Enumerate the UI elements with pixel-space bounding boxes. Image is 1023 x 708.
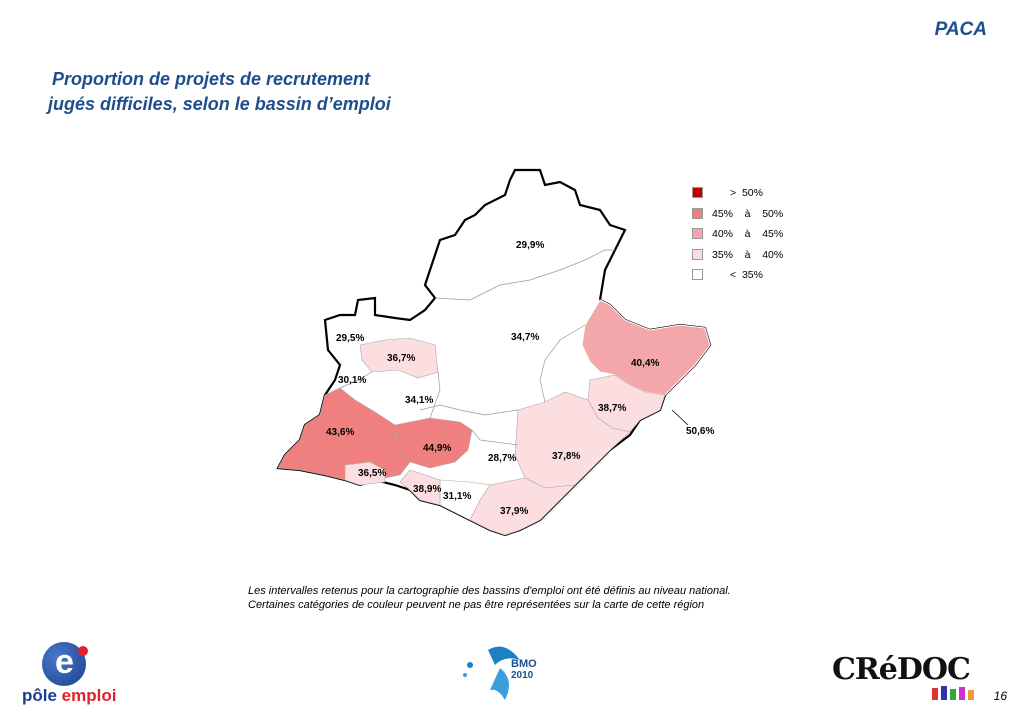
title-line-1: Proportion de projets de recrutement: [52, 69, 371, 89]
bassin-region-31-1: [439, 479, 491, 521]
pole-emploi-word-b: emploi: [61, 686, 117, 705]
label-34-1: 34,1%: [405, 395, 433, 406]
bassin-region-40-4: [581, 299, 711, 396]
bmo-logo: BMO 2010: [476, 640, 566, 704]
legend-label: 35% à 40%: [712, 248, 784, 261]
legend-label: 45% à 50%: [712, 207, 784, 220]
credoc-wordmark: CRéDOC: [832, 652, 971, 687]
bassin-boundaries: [339, 249, 615, 446]
label-44-9: 44,9%: [423, 443, 451, 454]
legend-label: 40% à 45%: [712, 228, 784, 240]
label-36-5: 36,5%: [358, 468, 386, 479]
note-line-1: Les intervalles retenus pour la cartogra…: [248, 585, 731, 597]
pole-emploi-dot-icon: [78, 646, 88, 656]
methodology-note: Les intervalles retenus pour la cartogra…: [248, 584, 731, 612]
bassin-region-36-5: [344, 461, 386, 486]
label-29-9: 29,9%: [516, 240, 544, 251]
page-title: Proportion de projets de recrutement jug…: [48, 67, 391, 117]
label-30-1: 30,1%: [338, 375, 366, 386]
label-37-8: 37,8%: [552, 451, 580, 462]
label-28-7: 28,7%: [488, 453, 516, 464]
bmo-swirl-icon: [463, 646, 520, 700]
bassin-region-36-7: [359, 337, 439, 379]
legend-swatch: [692, 207, 703, 219]
label-36-7: 36,7%: [387, 353, 415, 364]
label-31-1: 31,1%: [443, 491, 471, 502]
legend-swatch: [692, 228, 703, 239]
credoc-logo: CRéDOC: [830, 652, 980, 702]
page-number: 16: [993, 689, 1007, 703]
leader-line-50-6: [671, 409, 689, 426]
bmo-wordmark: BMO: [511, 658, 537, 670]
title-line-2: jugés difficiles, selon le bassin d’empl…: [48, 94, 391, 114]
label-37-9: 37,9%: [500, 506, 528, 517]
pole-emploi-wordmark: pôle emploi: [22, 686, 116, 706]
pole-emploi-word-a: pôle: [22, 686, 62, 705]
pole-emploi-e-letter: e: [55, 643, 74, 681]
label-38-7: 38,7%: [598, 403, 626, 414]
label-50-6: 50,6%: [686, 426, 714, 437]
pole-emploi-logo: e pôle emploi: [22, 640, 116, 706]
legend-swatch: [692, 187, 703, 198]
label-38-9: 38,9%: [413, 484, 441, 495]
region-title: PACA: [934, 19, 987, 40]
bassin-region-38-9: [399, 469, 441, 506]
label-34-7: 34,7%: [511, 332, 539, 343]
note-line-2: Certaines catégories de couleur peuvent …: [248, 599, 705, 611]
legend-label: < 35%: [730, 269, 763, 281]
bmo-year: 2010: [511, 670, 534, 681]
legend-swatch: [692, 269, 703, 280]
label-29-5: 29,5%: [336, 333, 364, 344]
legend-label: > 50%: [730, 187, 763, 199]
label-43-6: 43,6%: [326, 427, 354, 438]
legend-swatch: [692, 248, 703, 260]
label-40-4: 40,4%: [631, 358, 659, 369]
credoc-people-icon: [932, 686, 974, 700]
